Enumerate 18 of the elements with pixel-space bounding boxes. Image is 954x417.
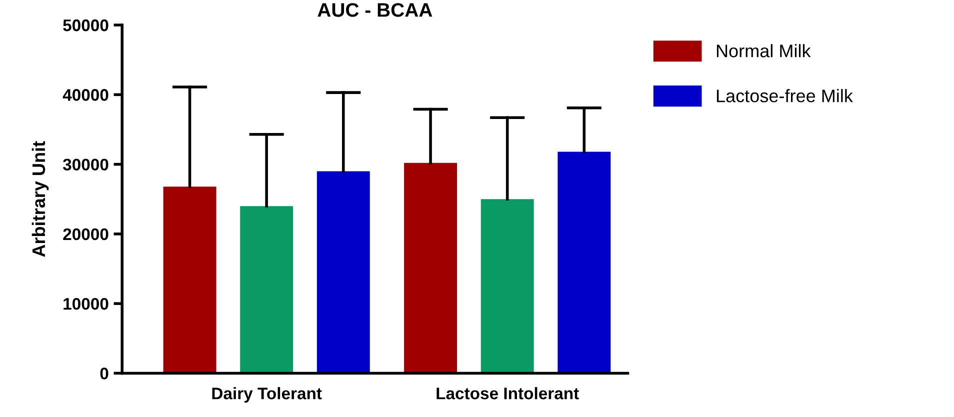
chart-title: AUC - BCAA	[318, 3, 432, 17]
legend-label: Lactose-free Milk	[716, 89, 853, 102]
y-tick-label: 0	[100, 368, 108, 380]
y-tick-label: 20000	[63, 228, 108, 240]
x-tick-label: Dairy Tolerant	[212, 387, 322, 403]
bar	[316, 171, 370, 374]
y-tick-label: 50000	[63, 19, 108, 32]
y-tick-label: 30000	[62, 158, 108, 171]
bar	[558, 152, 611, 374]
bar	[163, 186, 216, 374]
bar	[404, 162, 458, 374]
x-tick-label: Lactose Intolerant	[436, 387, 579, 400]
bar	[240, 206, 294, 374]
legend-label: Normal Milk	[716, 44, 811, 58]
y-tick-label: 40000	[62, 89, 108, 101]
y-tick-label: 10000	[64, 298, 108, 310]
y-axis-title: Arbitrary Unit	[32, 141, 49, 257]
bar	[480, 199, 534, 374]
